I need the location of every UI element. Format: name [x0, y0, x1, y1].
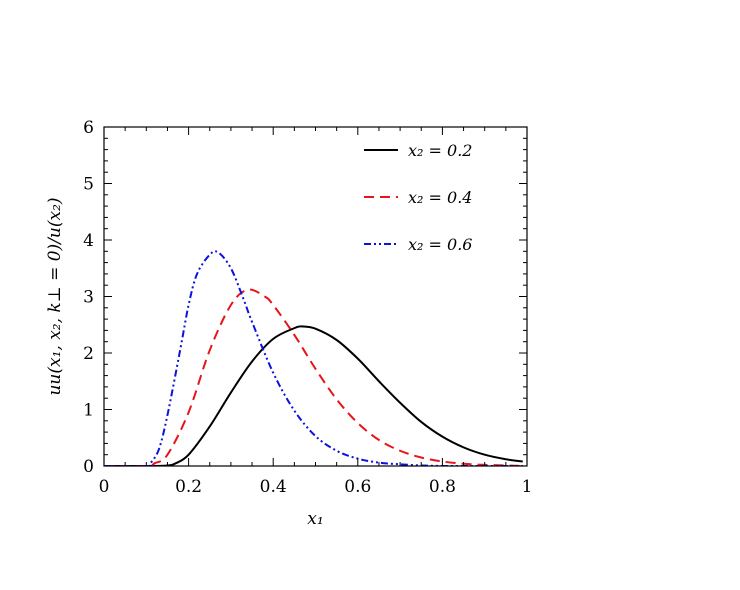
legend: x₂ = 0.2 x₂ = 0.4 x₂ = 0.6: [364, 141, 472, 254]
y-tick-label: 2: [83, 344, 94, 364]
x-tick-label: 0: [99, 477, 110, 497]
series-line-2: [104, 288, 523, 466]
y-tick-label: 1: [83, 401, 94, 421]
legend-label: x₂ = 0.2: [408, 141, 472, 160]
legend-label: x₂ = 0.4: [408, 188, 472, 207]
curves-layer: [104, 250, 523, 466]
legend-label: x₂ = 0.6: [408, 235, 472, 254]
series-line-3: [104, 250, 523, 466]
y-tick-label: 0: [83, 457, 94, 477]
y-tick-label: 5: [83, 175, 94, 195]
series-line-1: [104, 325, 523, 466]
y-axis-title: uu(x₁, x₂, k⊥ = 0)/u(x₂): [45, 197, 65, 395]
x-axis-title: x₁: [307, 509, 323, 529]
x-tick-label: 0.4: [260, 477, 287, 497]
y-tick-label: 4: [83, 231, 94, 251]
x-tick-label: 0.6: [344, 477, 371, 497]
y-tick-label: 3: [83, 288, 94, 308]
y-tick-label: 6: [83, 118, 94, 138]
axes-layer: 0 0.2 0.4 0.6 0.8 1 0 1 2 3 4 5 6: [83, 118, 532, 497]
x-tick-label: 1: [522, 477, 533, 497]
x-tick-label: 0.8: [429, 477, 456, 497]
x-tick-label: 0.2: [175, 477, 202, 497]
